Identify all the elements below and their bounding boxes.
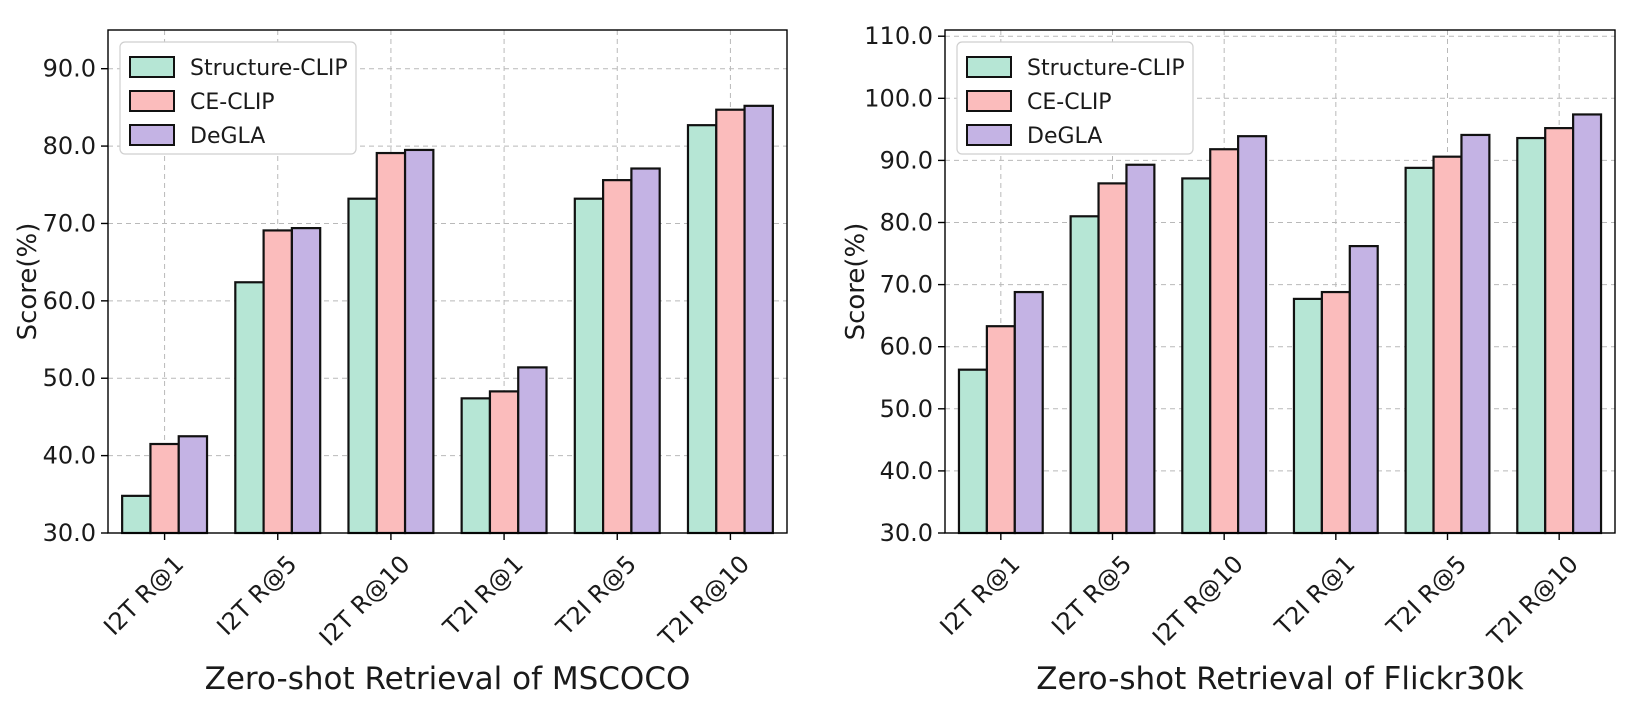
y-tick-label: 70.0 bbox=[43, 209, 96, 237]
legend-label: DeGLA bbox=[190, 124, 265, 149]
legend: Structure-CLIP CE-CLIP DeGLA bbox=[119, 41, 357, 155]
bar-structure-clip bbox=[460, 397, 492, 535]
y-tick-label: 110.0 bbox=[864, 22, 933, 50]
y-tick-label: 90.0 bbox=[880, 146, 933, 174]
plot-frame bbox=[107, 29, 788, 534]
y-tick-label: 30.0 bbox=[880, 519, 933, 547]
bar-degla bbox=[630, 167, 661, 535]
y-tick-label: 60.0 bbox=[880, 333, 933, 361]
bar-ce-clip bbox=[375, 151, 407, 535]
bar-degla bbox=[403, 148, 435, 535]
bar-structure-clip bbox=[573, 197, 605, 535]
bar-structure-clip bbox=[121, 494, 152, 535]
y-tick-label: 80.0 bbox=[43, 132, 96, 160]
bar-degla bbox=[1348, 245, 1379, 535]
legend-label: Structure-CLIP bbox=[1027, 56, 1185, 81]
legend-swatch bbox=[129, 56, 175, 78]
x-tick-label: T2I R@5 bbox=[1381, 550, 1473, 642]
y-tick-label: 50.0 bbox=[880, 395, 933, 423]
bar-structure-clip bbox=[686, 124, 718, 535]
y-tick-label: 100.0 bbox=[864, 84, 933, 112]
legend-swatch bbox=[966, 124, 1012, 146]
y-tick-label: 60.0 bbox=[43, 287, 96, 315]
bar-ce-clip bbox=[149, 442, 180, 535]
x-axis-title: Zero-shot Retrieval of MSCOCO bbox=[205, 661, 691, 697]
bar-degla bbox=[1013, 290, 1044, 535]
bar-ce-clip bbox=[1320, 290, 1351, 535]
x-tick-label: I2T R@5 bbox=[1046, 550, 1137, 641]
legend-swatch bbox=[129, 90, 175, 112]
y-axis-title: Score(%) bbox=[13, 223, 43, 341]
bar-degla bbox=[1237, 135, 1268, 535]
bar-degla bbox=[1572, 113, 1603, 535]
x-tick-label: I2T R@1 bbox=[98, 550, 189, 641]
x-tick-label: T2I R@10 bbox=[653, 550, 755, 652]
bar-degla bbox=[290, 227, 322, 535]
x-tick-label: T2I R@1 bbox=[1269, 550, 1361, 642]
legend: Structure-CLIP CE-CLIP DeGLA bbox=[956, 41, 1194, 155]
chart-1: 30.0 40.0 50.0 60.0 70.0 80.0 90.0 I2T R@1 I2T R… bbox=[13, 29, 788, 697]
y-tick-label: 40.0 bbox=[43, 442, 96, 470]
x-tick-label: I2T R@1 bbox=[935, 550, 1026, 641]
bar-degla bbox=[1460, 133, 1491, 535]
bar-ce-clip bbox=[715, 108, 746, 535]
legend-swatch bbox=[966, 56, 1012, 78]
bar-structure-clip bbox=[957, 368, 988, 535]
legend-label: DeGLA bbox=[1027, 124, 1102, 149]
x-tick-label: T2I R@1 bbox=[437, 550, 529, 642]
chart-2: 30.0 40.0 50.0 60.0 70.0 80.0 90.0 100.0 110.0 I2… bbox=[841, 22, 1616, 697]
bar-ce-clip bbox=[985, 325, 1016, 535]
bar-degla bbox=[743, 104, 774, 535]
legend-label: CE-CLIP bbox=[190, 90, 275, 115]
x-tick-label: I2T R@10 bbox=[314, 550, 416, 652]
legend-box bbox=[119, 41, 357, 155]
y-tick-label: 70.0 bbox=[880, 271, 933, 299]
plot-frame bbox=[944, 29, 1616, 534]
bar-ce-clip bbox=[1097, 182, 1128, 535]
legend-swatch bbox=[966, 90, 1012, 112]
bar-ce-clip bbox=[602, 179, 633, 535]
x-tick-label: I2T R@5 bbox=[212, 550, 303, 641]
bar-ce-clip bbox=[1209, 148, 1240, 535]
x-tick-label: T2I R@5 bbox=[550, 550, 642, 642]
bar-ce-clip bbox=[1432, 155, 1463, 535]
x-axis-title: Zero-shot Retrieval of Flickr30k bbox=[1036, 661, 1523, 697]
x-tick-label: I2T R@10 bbox=[1147, 550, 1249, 652]
legend-label: Structure-CLIP bbox=[190, 56, 348, 81]
bar-degla bbox=[517, 366, 548, 535]
bar-ce-clip bbox=[262, 229, 293, 535]
legend-label: CE-CLIP bbox=[1027, 90, 1112, 115]
y-tick-label: 30.0 bbox=[43, 519, 96, 547]
bar-structure-clip bbox=[1069, 215, 1100, 535]
y-tick-label: 50.0 bbox=[43, 364, 96, 392]
bar-ce-clip bbox=[1544, 127, 1575, 535]
bar-ce-clip bbox=[488, 390, 520, 535]
y-tick-label: 80.0 bbox=[880, 209, 933, 237]
y-tick-label: 90.0 bbox=[43, 55, 96, 83]
bar-structure-clip bbox=[234, 281, 265, 535]
bar-structure-clip bbox=[347, 197, 378, 535]
bar-degla bbox=[1125, 163, 1156, 535]
bar-structure-clip bbox=[1404, 166, 1435, 535]
bar-structure-clip bbox=[1292, 297, 1323, 535]
legend-box bbox=[956, 41, 1194, 155]
bar-structure-clip bbox=[1516, 136, 1547, 535]
legend-swatch bbox=[129, 124, 175, 146]
y-axis-title: Score(%) bbox=[841, 223, 871, 341]
x-tick-label: T2I R@10 bbox=[1481, 550, 1583, 652]
y-tick-label: 40.0 bbox=[880, 457, 933, 485]
bar-structure-clip bbox=[1181, 177, 1212, 535]
bar-degla bbox=[177, 435, 209, 535]
